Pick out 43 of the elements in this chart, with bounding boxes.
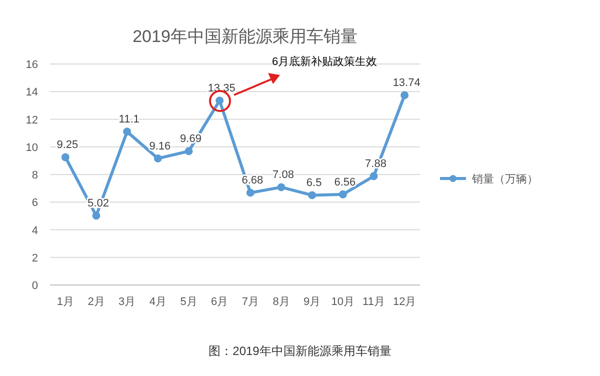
annotation: 6月底新补贴政策生效 — [272, 55, 378, 68]
point — [370, 172, 378, 180]
x-tick-label: 12月 — [392, 296, 416, 308]
x-tick-label: 10月 — [331, 296, 355, 308]
x-tick-label: 7月 — [242, 296, 259, 308]
y-tick-label: 8 — [32, 170, 38, 182]
point — [338, 190, 347, 198]
point — [400, 91, 409, 100]
data-label: 11.1 — [118, 114, 140, 126]
x-tick-label: 5月 — [180, 296, 198, 308]
x-tick-label: 6月 — [211, 296, 228, 308]
chart-title: 2019年中国新能源乘用车销量 — [132, 27, 358, 46]
point — [123, 128, 132, 136]
point — [246, 188, 254, 197]
point — [277, 183, 286, 192]
x-tick-label: 4月 — [149, 296, 166, 308]
legend-label: 销量（万辆） — [471, 174, 538, 186]
point — [154, 154, 162, 162]
point — [92, 212, 100, 220]
x-tick-label: 8月 — [272, 296, 290, 308]
point — [308, 191, 316, 200]
y-tick-label: 16 — [26, 59, 38, 71]
y-tick-label: 14 — [26, 86, 38, 99]
data-label: 9.16 — [149, 140, 171, 152]
data-label: 7.08 — [272, 169, 294, 182]
x-tick-label: 3月 — [118, 296, 136, 308]
point — [184, 147, 193, 156]
point — [61, 153, 70, 162]
x-tick-label: 2月 — [88, 296, 105, 308]
data-label: 6.5 — [306, 177, 322, 190]
y-tick-label: 12 — [26, 114, 38, 126]
data-label: 6.56 — [334, 176, 356, 188]
y-tick-label: 10 — [26, 142, 38, 154]
y-tick-label: 6 — [32, 197, 38, 210]
y-tick-label: 0 — [32, 280, 38, 292]
y-tick-label: 4 — [32, 224, 38, 237]
x-tick-label: 11月 — [362, 296, 385, 308]
text: 图：2019年中国新能源乘用车销量 — [208, 344, 392, 358]
data-label: 13.74 — [392, 77, 420, 90]
x-tick-label: 9月 — [304, 296, 321, 308]
y-tick-label: 2 — [32, 252, 38, 264]
data-label: 9.25 — [56, 139, 78, 152]
x-tick-label: 1月 — [56, 296, 74, 308]
